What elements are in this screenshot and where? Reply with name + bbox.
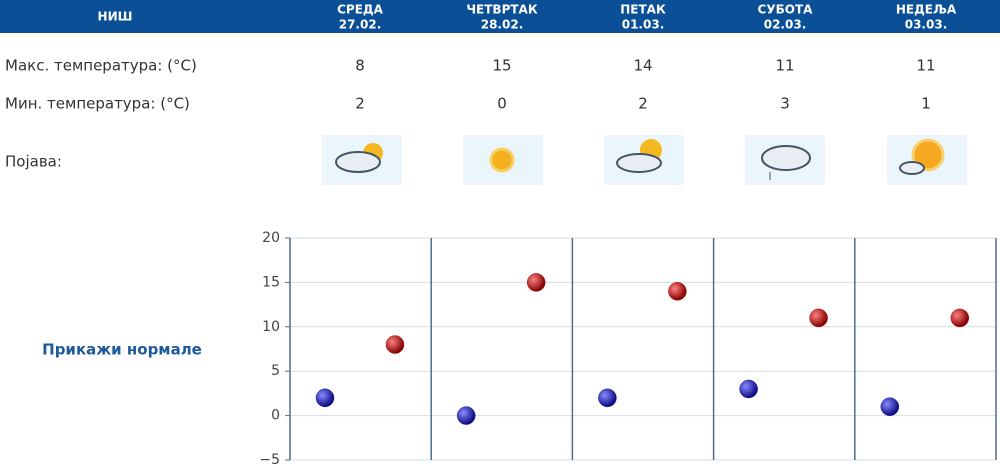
city: НИШ [98, 10, 133, 24]
cell-value: 2 [355, 95, 365, 113]
y-tick-label: 20 [262, 230, 280, 246]
day-date: 28.02. [481, 18, 524, 32]
day-name: ЧЕТВРТАК [466, 3, 537, 17]
day-date: 02.03. [764, 18, 807, 32]
cell-value: 3 [780, 95, 790, 113]
y-tick-label: 15 [262, 274, 280, 290]
temp-point [950, 308, 970, 328]
day-date: 01.03. [622, 18, 665, 32]
day-name: ПЕТАК [620, 3, 666, 17]
cell-value: 15 [492, 57, 511, 75]
temp-point [456, 406, 476, 425]
y-tick-label: 5 [271, 363, 280, 379]
y-tick-label: −5 [259, 452, 280, 468]
show-normals-link[interactable]: Прикажи нормале [42, 341, 202, 359]
row-label: Појава: [5, 153, 62, 171]
cell-value: 0 [497, 95, 507, 113]
temp-point [385, 335, 405, 354]
day-name: СУБОТА [758, 3, 814, 17]
cell-value: 11 [775, 57, 794, 75]
cell-value: 1 [921, 95, 931, 113]
temp-point [668, 282, 687, 301]
day-name: НЕДЕЉА [896, 3, 957, 17]
temp-point [598, 388, 617, 408]
y-tick-label: 10 [262, 319, 280, 335]
cell-value: 8 [355, 57, 365, 75]
y-tick-label: 0 [271, 408, 280, 424]
cell-value: 11 [916, 57, 935, 75]
day-date: 27.02. [339, 18, 382, 32]
cell-value: 14 [633, 57, 652, 75]
temp-point [315, 388, 335, 408]
row-label: Мин. температура: (°C) [5, 95, 190, 113]
temp-point [809, 308, 828, 328]
temp-point [739, 379, 758, 399]
row-label: Макс. температура: (°C) [5, 57, 197, 75]
cell-value: 2 [638, 95, 648, 113]
header-bar [0, 0, 1000, 33]
weather-icons [322, 135, 967, 185]
day-name: СРЕДА [337, 3, 383, 17]
temp-point [526, 273, 546, 292]
temp-point [880, 397, 900, 416]
day-date: 03.03. [905, 18, 948, 32]
